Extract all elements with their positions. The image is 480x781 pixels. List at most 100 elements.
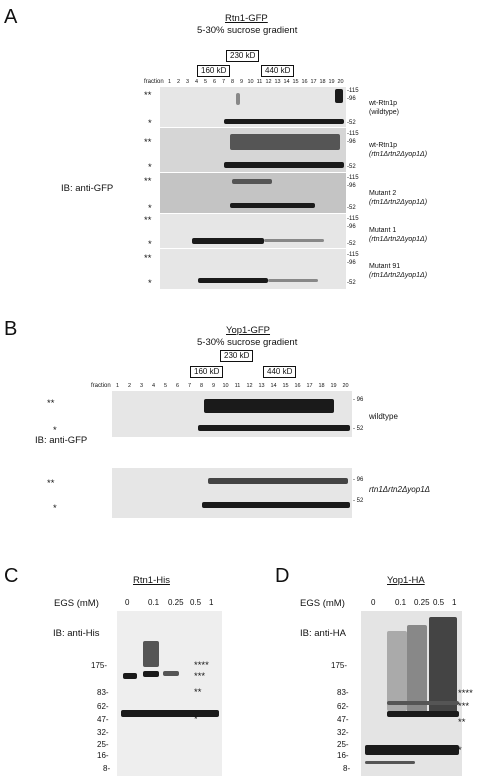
panel-c-star-4: ****: [194, 660, 209, 671]
panel-b-mw-52-row2: - 52: [353, 498, 364, 504]
fraction-number: 11: [234, 383, 241, 389]
fraction-number: 4: [194, 79, 199, 85]
panel-a-fraction-row: 1 2 3 4 5 6 7 8 9 10 11 12 13 14 15 16 17 18 19 20: [165, 79, 345, 87]
panel-a-mw-96-row1: -96: [347, 96, 356, 102]
panel-a-star2-row5: **: [144, 253, 152, 264]
panel-d-lane-0: 0: [371, 598, 376, 607]
panel-c-title: Rtn1-His: [133, 575, 170, 586]
panel-c-lane-0: 0: [125, 598, 130, 607]
panel-b-blot-1: [112, 391, 352, 437]
panel-b-title: Yop1-GFP: [226, 325, 271, 336]
panel-a-row4-label1: Mutant 1: [369, 227, 397, 234]
panel-a-blot-3: [160, 173, 346, 213]
panel-d-star-3: ***: [458, 701, 470, 712]
panel-a-star1-row2: *: [148, 162, 152, 173]
panel-b-fraction-label: fraction: [91, 383, 111, 389]
panel-a-mw-96-row3: -96: [347, 183, 356, 189]
fraction-number: 14: [283, 79, 290, 85]
panel-a-blot-2: [160, 128, 346, 172]
panel-b-row2-label: rtn1Δrtn2Δyop1Δ: [369, 485, 431, 494]
fraction-number: 18: [318, 383, 325, 389]
panel-b-fraction-row: 1 2 3 4 5 6 7 8 9 10 11 12 13 14 15 16 17 18 19 20: [113, 383, 353, 391]
panel-d-gel: [361, 611, 462, 776]
panel-b-marker-160: 160 kD: [190, 366, 224, 378]
panel-a-ib-label: IB: anti-GFP: [61, 183, 114, 194]
panel-a-blot-1: [160, 87, 346, 127]
panel-a-star1-row1: *: [148, 118, 152, 129]
fraction-number: 6: [212, 79, 217, 85]
fraction-number: 4: [151, 383, 156, 389]
panel-d-lane-2: 0.25: [414, 598, 430, 607]
panel-d-lane-4: 1: [452, 598, 457, 607]
panel-a-star1-row4: *: [148, 239, 152, 250]
panel-a-fraction-label: fraction: [144, 79, 164, 85]
panel-c-lane-4: 1: [209, 598, 214, 607]
panel-c-lane-1: 0.1: [148, 598, 160, 607]
fraction-number: 8: [230, 79, 235, 85]
panel-d-star-2: **: [458, 717, 466, 728]
panel-a-mw-115-row1: -115: [347, 88, 359, 94]
panel-d-ladder-83: 83-: [337, 688, 349, 697]
panel-a-star1-row5: *: [148, 278, 152, 289]
fraction-number: 13: [258, 383, 265, 389]
fraction-number: 19: [330, 383, 337, 389]
fraction-number: 1: [167, 79, 172, 85]
panel-a-star2-row4: **: [144, 215, 152, 226]
panel-a-mw-52-row4: -52: [347, 241, 356, 247]
panel-c-star-3: ***: [194, 671, 206, 682]
fraction-number: 12: [265, 79, 272, 85]
panel-d-title: Yop1-HA: [387, 575, 425, 586]
fraction-number: 16: [294, 383, 301, 389]
fraction-number: 16: [301, 79, 308, 85]
fraction-number: 13: [274, 79, 281, 85]
panel-c-lane-2: 0.25: [168, 598, 184, 607]
panel-d-ladder-47: 47-: [337, 715, 349, 724]
fraction-number: 17: [306, 383, 313, 389]
panel-a-star2-row1: **: [144, 90, 152, 101]
fraction-number: 9: [239, 79, 244, 85]
panel-c-egs-label: EGS (mM): [54, 598, 99, 609]
panel-a-row5-label2: (rtn1Δrtn2Δyop1Δ): [369, 272, 428, 279]
panel-a-mw-52-row2: -52: [347, 164, 356, 170]
panel-b-blot-2: [112, 468, 352, 518]
fraction-number: 10: [247, 79, 254, 85]
fraction-number: 12: [246, 383, 253, 389]
panel-d-lane-3: 0.5: [433, 598, 445, 607]
panel-a-star1-row3: *: [148, 203, 152, 214]
panel-b-marker-440: 440 kD: [263, 366, 297, 378]
panel-a-row3-label2: (rtn1Δrtn2Δyop1Δ): [369, 199, 428, 206]
panel-c-ladder-175: 175-: [91, 661, 108, 670]
panel-a-row1-label2: (wildtype): [369, 109, 399, 116]
panel-b-marker-230: 230 kD: [220, 350, 254, 362]
fraction-number: 20: [342, 383, 349, 389]
fraction-number: 5: [203, 79, 208, 85]
panel-d-egs-label: EGS (mM): [300, 598, 345, 609]
panel-a-row2-label2: (rtn1Δrtn2Δyop1Δ): [369, 151, 428, 158]
panel-d-ladder-8: 8-: [343, 764, 351, 773]
panel-b-mw-52-row1: - 52: [353, 426, 364, 432]
panel-b-mw-96-row1: - 96: [353, 397, 364, 403]
panel-d-lane-1: 0.1: [395, 598, 407, 607]
fraction-number: 19: [328, 79, 335, 85]
panel-a-subtitle: 5-30% sucrose gradient: [197, 25, 298, 36]
panel-c-ladder-47: 47-: [97, 715, 109, 724]
panel-c-star-2: **: [194, 687, 202, 698]
panel-a-mw-52-row5: -52: [347, 280, 356, 286]
panel-c-ladder-32: 32-: [97, 728, 109, 737]
fraction-number: 1: [115, 383, 120, 389]
panel-c-lane-3: 0.5: [190, 598, 202, 607]
panel-a-mw-52-row1: -52: [347, 120, 356, 126]
panel-a-blot-5: [160, 249, 346, 289]
fraction-number: 20: [337, 79, 344, 85]
panel-a-row3-label1: Mutant 2: [369, 190, 397, 197]
panel-c-ladder-16: 16-: [97, 751, 109, 760]
panel-d-letter: D: [275, 565, 290, 587]
panel-a-row4-label2: (rtn1Δrtn2Δyop1Δ): [369, 236, 428, 243]
panel-a-row5-label1: Mutant 91: [369, 263, 401, 270]
fraction-number: 5: [163, 383, 168, 389]
panel-a-mw-115-row3: -115: [347, 175, 359, 181]
panel-b-star1-row2: *: [53, 503, 57, 514]
panel-c-letter: C: [4, 565, 19, 587]
panel-c-star-1: *: [194, 714, 198, 725]
panel-b-subtitle: 5-30% sucrose gradient: [197, 337, 298, 348]
